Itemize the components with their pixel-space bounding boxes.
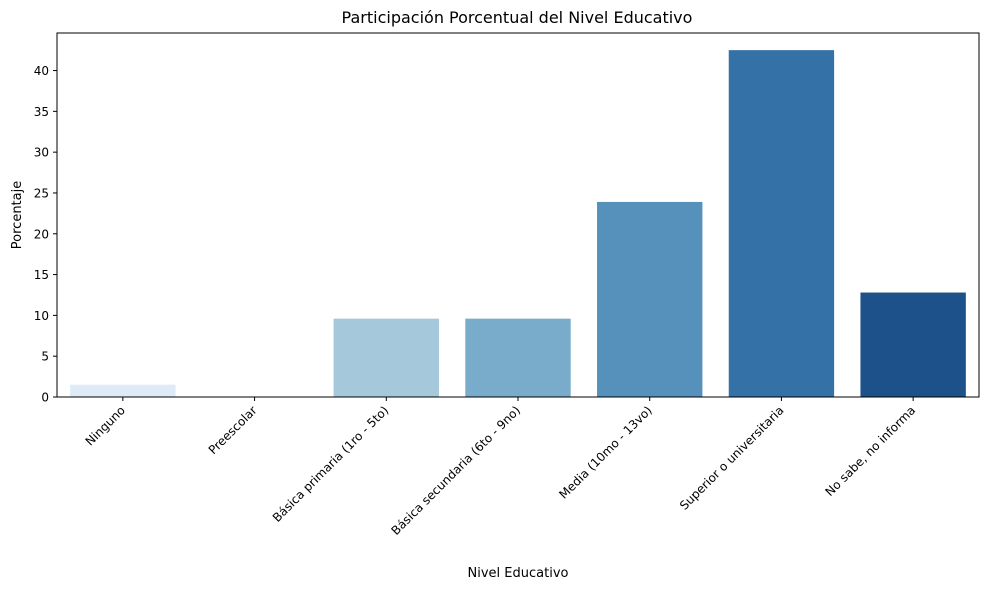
x-tick-label-4: Media (10mo - 13vo) (556, 403, 654, 501)
y-tick-label-3: 15 (34, 268, 49, 282)
y-tick-label-0: 0 (41, 391, 49, 405)
y-tick-label-1: 5 (41, 350, 49, 364)
bar-3 (465, 318, 571, 397)
x-tick-label-6: No sabe, no informa (823, 403, 919, 499)
y-tick-label-5: 25 (34, 186, 49, 200)
chart-title: Participación Porcentual del Nivel Educa… (342, 8, 693, 27)
y-tick-label-7: 35 (34, 105, 49, 119)
x-tick-label-3: Básica secundaria (6to - 9no) (389, 403, 524, 538)
y-tick-label-2: 10 (34, 309, 49, 323)
y-tick-label-8: 40 (34, 64, 49, 78)
y-tick-label-6: 30 (34, 146, 49, 160)
x-tick-label-0: Ninguno (83, 403, 128, 448)
bar-6 (860, 292, 966, 397)
x-tick-label-1: Preescolar (206, 403, 260, 457)
y-tick-label-4: 20 (34, 227, 49, 241)
bar-5 (728, 50, 835, 397)
y-axis-label: Porcentaje (10, 181, 25, 249)
bar-4 (597, 201, 703, 397)
x-tick-label-2: Básica primaria (1ro - 5to) (270, 403, 392, 525)
bar-2 (333, 318, 439, 397)
x-tick-label-5: Superior o universitaria (677, 403, 787, 513)
bar-0 (70, 384, 176, 397)
x-axis-label: Nivel Educativo (468, 566, 569, 581)
